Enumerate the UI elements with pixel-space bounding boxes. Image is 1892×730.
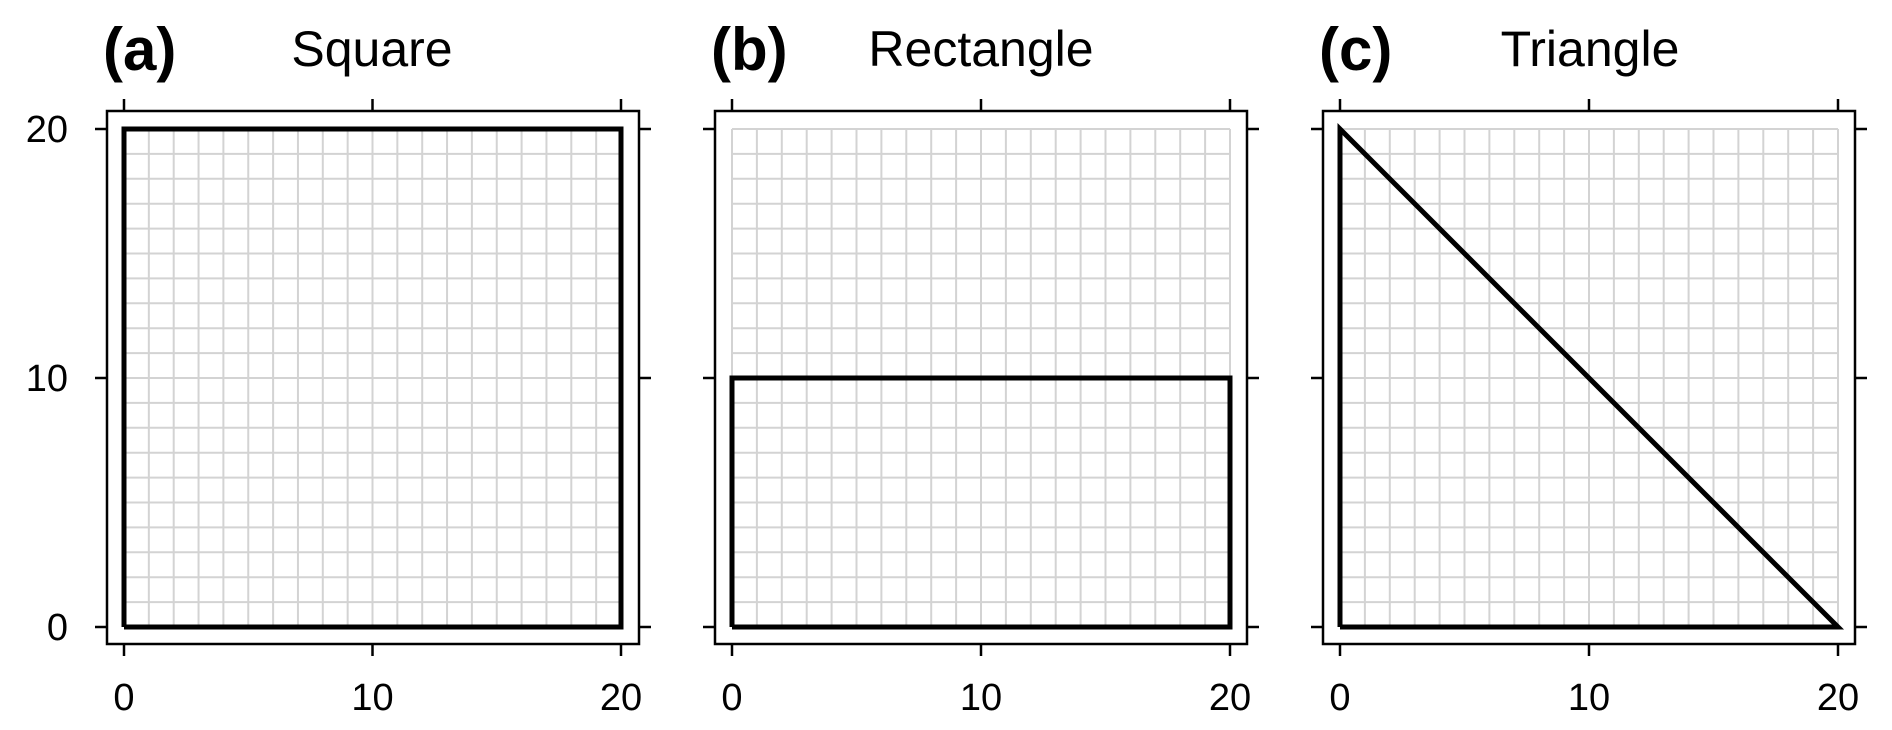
x-tick-label: 0	[721, 677, 742, 719]
x-tick-label: 0	[113, 677, 134, 719]
panel-label: (a)	[103, 16, 176, 83]
panel-label: (b)	[711, 16, 788, 83]
x-tick-label: 10	[960, 677, 1002, 719]
panel-1: 0 10 20 0 10 20 (a) Square	[26, 16, 651, 719]
panel-title: Triangle	[1501, 21, 1680, 77]
shape-outline	[121, 126, 624, 630]
panel-3: 0 10 20 (c) Triangle	[1311, 16, 1867, 719]
panel-label: (c)	[1319, 16, 1392, 83]
x-tick-label: 20	[600, 677, 642, 719]
y-tick-label: 10	[26, 358, 68, 400]
x-tick-label: 10	[1568, 677, 1610, 719]
panel-2: 0 10 20 (b) Rectangle	[703, 16, 1259, 719]
y-tick-label: 0	[47, 607, 68, 649]
y-tick-label: 20	[26, 109, 68, 151]
grid	[123, 128, 622, 628]
shape-outline	[1337, 122, 1845, 630]
x-tick-label: 10	[351, 677, 393, 719]
shape-outline	[729, 375, 1233, 630]
x-tick-label: 0	[1329, 677, 1350, 719]
x-tick-label: 20	[1817, 677, 1859, 719]
panel-title: Rectangle	[868, 21, 1093, 77]
panel-title: Square	[291, 21, 452, 77]
x-tick-label: 20	[1209, 677, 1251, 719]
